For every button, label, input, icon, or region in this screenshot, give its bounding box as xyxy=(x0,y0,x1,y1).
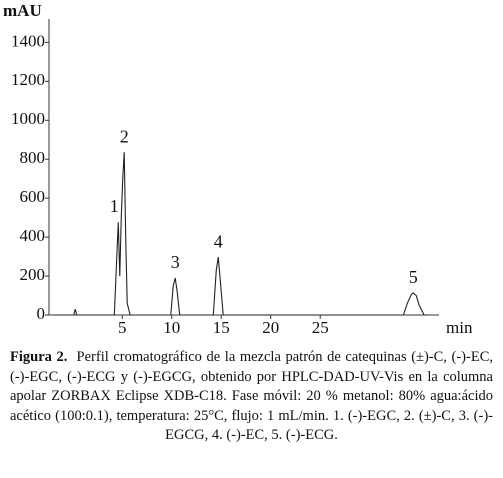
caption: Figura 2. Perfil cromatográfico de la me… xyxy=(10,348,493,446)
peak-label: 2 xyxy=(120,126,129,146)
y-tick-label: 1200 xyxy=(11,70,45,89)
peak-label: 4 xyxy=(214,231,223,251)
y-tick-label: 200 xyxy=(20,265,46,284)
y-tick-label: 400 xyxy=(20,226,46,245)
y-tick-label: 600 xyxy=(20,187,46,206)
y-axis-label: mAU xyxy=(3,1,42,20)
x-tick-label: 15 xyxy=(213,318,230,337)
caption-text: Perfil cromatográfico de la mezcla patró… xyxy=(10,349,493,443)
x-tick-label: 5 xyxy=(118,318,127,337)
x-tick-label: 20 xyxy=(262,318,279,337)
chromatogram-line xyxy=(52,152,430,316)
peak-label: 5 xyxy=(409,267,418,287)
y-tick-label: 800 xyxy=(20,148,46,167)
y-tick-label: 1000 xyxy=(11,109,45,128)
caption-label: Figura 2. xyxy=(10,349,68,365)
x-axis-label: min xyxy=(446,318,473,337)
y-tick-label: 1400 xyxy=(11,31,45,50)
x-tick-label: 25 xyxy=(312,318,329,337)
x-tick-label: 10 xyxy=(163,318,180,337)
y-tick-label: 0 xyxy=(37,304,46,323)
peak-label: 1 xyxy=(110,196,119,216)
peak-label: 3 xyxy=(171,252,180,272)
